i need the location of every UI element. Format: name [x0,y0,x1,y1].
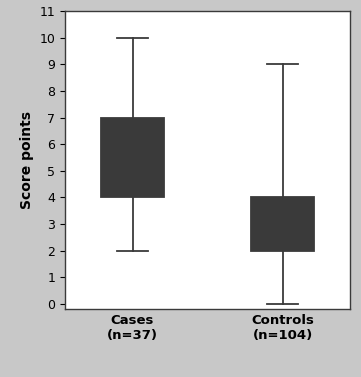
PathPatch shape [101,118,164,198]
Y-axis label: Score points: Score points [20,111,34,209]
PathPatch shape [251,198,314,251]
